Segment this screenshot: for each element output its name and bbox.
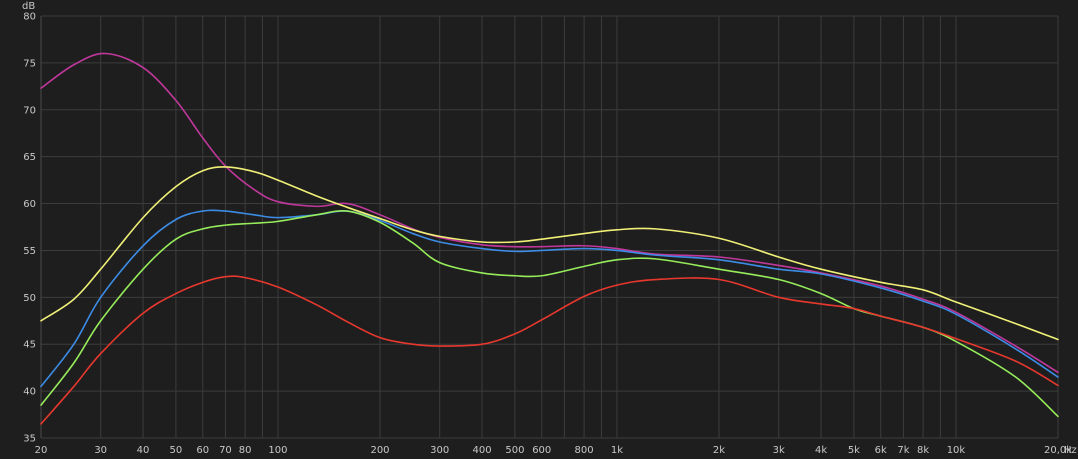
- y-axis-labels: 35 40 45 50 55 60 65 70 75 80: [23, 12, 36, 445]
- y-unit-label: dB: [22, 1, 35, 12]
- x-tick-label: 50: [170, 445, 183, 456]
- y-tick-label: 65: [23, 152, 36, 163]
- x-tick-label: 800: [575, 445, 594, 456]
- x-tick-label: 20,0k: [1044, 445, 1072, 456]
- grid: [40, 15, 1059, 439]
- y-tick-label: 45: [23, 340, 36, 351]
- x-axis-labels: 20 30 40 50 60 70 80 100 200 300 400 500 600 800 1k 2k 3…: [35, 445, 1073, 456]
- y-tick-label: 70: [23, 105, 36, 116]
- x-tick-label: 300: [430, 445, 449, 456]
- x-tick-label: 5k: [848, 445, 860, 456]
- y-tick-label: 35: [23, 434, 36, 445]
- x-tick-label: 20: [35, 445, 48, 456]
- x-tick-label: 6k: [875, 445, 887, 456]
- x-tick-label: 8k: [917, 445, 929, 456]
- x-tick-label: 400: [473, 445, 492, 456]
- x-tick-label: 7k: [897, 445, 909, 456]
- x-unit-label: Hz: [1064, 445, 1077, 456]
- series-line-5: [40, 166, 1059, 341]
- x-tick-label: 60: [196, 445, 209, 456]
- y-tick-label: 40: [23, 387, 36, 398]
- x-tick-label: 70: [219, 445, 232, 456]
- x-tick-label: 2k: [713, 445, 725, 456]
- x-tick-label: 100: [268, 445, 287, 456]
- x-tick-label: 3k: [773, 445, 785, 456]
- x-tick-label: 200: [370, 445, 389, 456]
- y-tick-label: 80: [23, 12, 36, 23]
- x-tick-label: 80: [239, 445, 252, 456]
- x-tick-label: 40: [137, 445, 150, 456]
- y-tick-label: 55: [23, 246, 36, 257]
- y-tick-label: 75: [23, 58, 36, 69]
- series-group: [40, 52, 1059, 425]
- series-line-2: [40, 209, 1059, 388]
- x-tick-label: 10k: [947, 445, 966, 456]
- series-line-1: [40, 52, 1059, 374]
- x-tick-label: 30: [94, 445, 107, 456]
- y-tick-label: 60: [23, 199, 36, 210]
- x-tick-label: 4k: [815, 445, 827, 456]
- x-tick-label: 1k: [611, 445, 623, 456]
- x-tick-label: 500: [505, 445, 524, 456]
- x-tick-label: 600: [532, 445, 551, 456]
- y-tick-label: 50: [23, 293, 36, 304]
- series-line-4: [40, 275, 1059, 425]
